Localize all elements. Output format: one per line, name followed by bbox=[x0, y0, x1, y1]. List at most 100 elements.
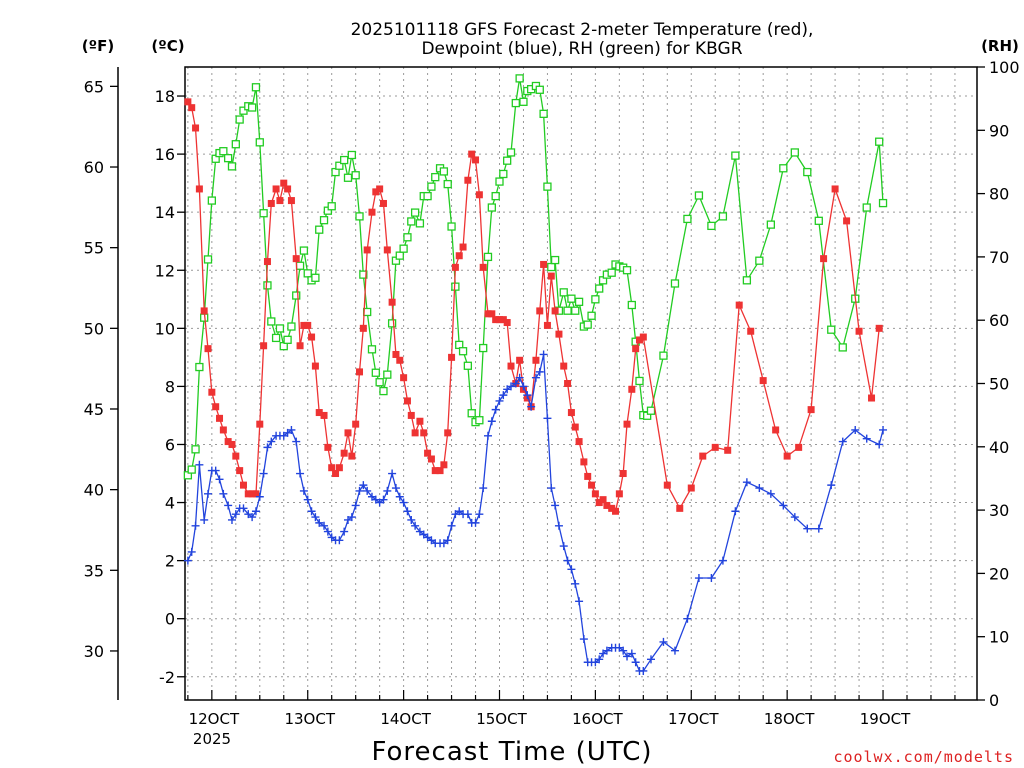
temperature-point bbox=[567, 409, 575, 417]
dewpoint-point bbox=[547, 484, 556, 493]
dewpoint-point bbox=[411, 521, 420, 530]
dewpoint-point bbox=[838, 437, 847, 446]
temperature-point bbox=[236, 467, 244, 475]
rh-point bbox=[379, 386, 388, 396]
dewpoint-point bbox=[363, 486, 372, 495]
rh-point bbox=[875, 137, 884, 146]
dewpoint-point bbox=[639, 666, 648, 675]
dewpoint-point bbox=[183, 556, 192, 565]
rh-point bbox=[827, 325, 836, 334]
dewpoint-point bbox=[803, 524, 812, 533]
temperature-point bbox=[320, 411, 328, 419]
rh-point bbox=[503, 156, 512, 165]
rh-point bbox=[707, 221, 716, 231]
rh-point bbox=[878, 198, 888, 208]
temperature-point bbox=[368, 208, 376, 216]
dewpoint-point bbox=[347, 513, 356, 522]
dewpoint-point bbox=[379, 495, 388, 504]
dewpoint-point bbox=[659, 637, 668, 646]
rh-point bbox=[862, 203, 871, 212]
rh-point bbox=[271, 333, 281, 343]
temperature-point bbox=[591, 490, 599, 498]
temperature-point bbox=[584, 472, 592, 480]
rh-tick-label: 80 bbox=[989, 185, 1009, 204]
rh-tick-label: 70 bbox=[989, 248, 1009, 267]
temperature-point bbox=[868, 394, 876, 402]
rh-point bbox=[207, 196, 216, 205]
rh-point bbox=[191, 445, 200, 454]
fahrenheit-tick-label: 40 bbox=[84, 481, 104, 500]
dewpoint-point bbox=[511, 379, 520, 388]
temperature-point bbox=[340, 449, 348, 457]
temperature-point bbox=[403, 397, 411, 405]
unit-celsius-label: (ºC) bbox=[151, 37, 184, 55]
rh-point bbox=[683, 214, 692, 224]
dewpoint-point bbox=[862, 434, 871, 443]
celsius-tick-label: 0 bbox=[165, 610, 175, 629]
dewpoint-point bbox=[670, 646, 679, 655]
dewpoint-point bbox=[814, 524, 823, 533]
temperature-point bbox=[507, 362, 515, 370]
temperature-point bbox=[328, 464, 336, 472]
rh-point bbox=[247, 103, 257, 112]
rh-point bbox=[559, 288, 568, 297]
rh-series bbox=[183, 74, 888, 480]
dewpoint-point bbox=[191, 521, 200, 530]
unit-rh-label: (RH) bbox=[981, 37, 1019, 55]
dewpoint-point bbox=[742, 478, 751, 487]
dewpoint-point bbox=[204, 489, 213, 498]
temperature-point bbox=[603, 501, 611, 509]
temperature-point bbox=[711, 443, 719, 451]
temperature-series bbox=[184, 98, 883, 515]
rh-point bbox=[547, 262, 556, 272]
rh-point bbox=[283, 335, 292, 344]
temperature-point bbox=[472, 156, 480, 164]
dewpoint-point bbox=[595, 655, 604, 664]
dewpoint-point bbox=[475, 510, 484, 519]
dewpoint-point bbox=[499, 391, 508, 400]
dewpoint-point bbox=[519, 382, 528, 391]
fahrenheit-tick-label: 50 bbox=[84, 319, 104, 338]
rh-point bbox=[755, 256, 764, 265]
temperature-point bbox=[628, 385, 636, 393]
temperature-point bbox=[595, 499, 603, 507]
x-tick-label: 19OCT bbox=[860, 710, 911, 728]
rh-point bbox=[415, 219, 425, 228]
temperature-point bbox=[379, 199, 387, 207]
dewpoint-point bbox=[296, 469, 305, 478]
temperature-point bbox=[352, 420, 360, 428]
rh-tick-label: 10 bbox=[989, 628, 1009, 647]
rh-point bbox=[327, 202, 336, 211]
dewpoint-point bbox=[251, 507, 260, 516]
dewpoint-point bbox=[215, 475, 224, 484]
dewpoint-point bbox=[355, 486, 364, 495]
temperature-point bbox=[831, 185, 839, 193]
fahrenheit-tick-label: 55 bbox=[84, 239, 104, 258]
dewpoint-point bbox=[259, 469, 268, 478]
temperature-point bbox=[324, 443, 332, 451]
rh-point bbox=[567, 294, 576, 303]
temperature-point bbox=[332, 470, 340, 478]
temperature-point bbox=[272, 185, 280, 193]
rh-point bbox=[790, 148, 799, 157]
temperature-point bbox=[420, 429, 428, 437]
temperature-point bbox=[239, 481, 247, 489]
rh-point bbox=[387, 319, 397, 328]
rh-tick-label: 20 bbox=[989, 564, 1009, 583]
credit-label: coolwx.com/modelts bbox=[833, 748, 1014, 766]
rh-point bbox=[607, 268, 616, 277]
temperature-point bbox=[280, 179, 288, 187]
temperature-point bbox=[216, 414, 224, 422]
temperature-point bbox=[359, 324, 367, 332]
temperature-point bbox=[204, 345, 212, 353]
dewpoint-point bbox=[631, 658, 640, 667]
dewpoint-point bbox=[335, 536, 344, 545]
dewpoint-point bbox=[299, 486, 308, 495]
rh-point bbox=[803, 167, 812, 177]
temperature-point bbox=[635, 336, 643, 344]
rh-point bbox=[311, 273, 320, 282]
rh-point bbox=[627, 300, 636, 310]
temperature-point bbox=[284, 185, 292, 193]
x-axis-label: Forecast Time (UTC) bbox=[371, 737, 652, 767]
